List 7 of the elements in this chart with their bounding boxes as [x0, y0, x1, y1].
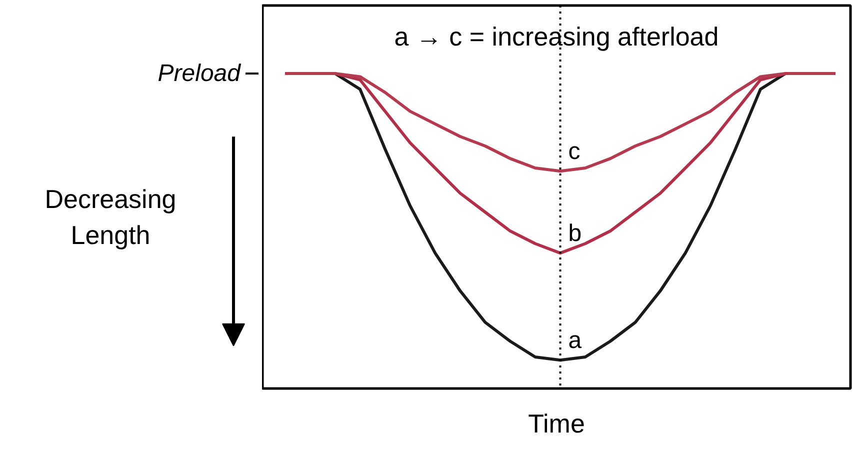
text: Preload	[158, 60, 242, 88]
chart-title: a → c = increasing afterload	[394, 22, 719, 52]
x-axis-title: Time	[528, 408, 585, 438]
y-axis-title: Decreasing Length	[44, 184, 176, 250]
series-label: a	[568, 327, 582, 354]
series-label: b	[568, 220, 582, 248]
series-label: c	[568, 138, 580, 166]
